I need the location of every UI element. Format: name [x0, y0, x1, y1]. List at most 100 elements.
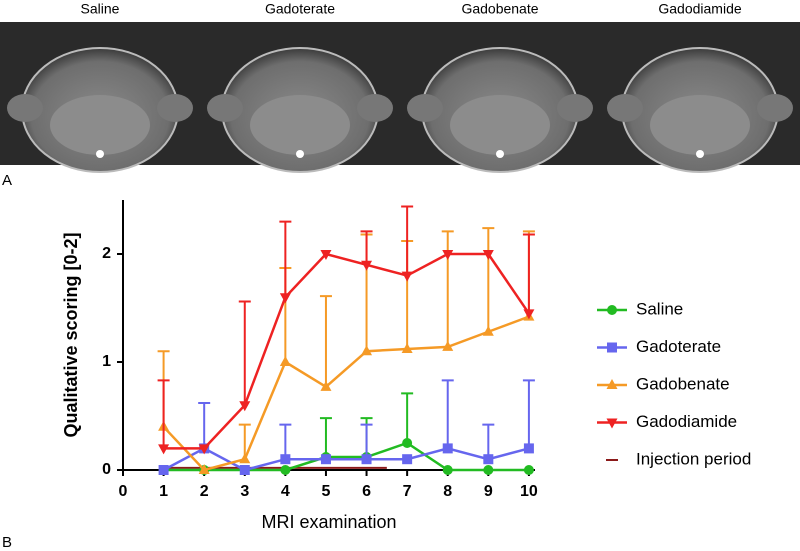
error-bar	[360, 423, 373, 460]
x-tick-label: 8	[443, 483, 452, 500]
y-axis-label: Qualitative scoring [0-2]	[61, 232, 81, 437]
point	[280, 465, 291, 475]
point	[482, 250, 494, 260]
point	[483, 454, 494, 465]
point	[402, 454, 413, 465]
x-tick-label: 3	[240, 483, 249, 500]
point	[483, 465, 494, 475]
cerebellum	[250, 95, 350, 155]
point	[279, 356, 291, 366]
lobe	[7, 94, 43, 122]
panel-label: A	[2, 172, 12, 189]
error-bar	[482, 227, 495, 332]
point	[361, 345, 373, 356]
line	[163, 441, 529, 472]
x-tick-label: 2	[200, 483, 209, 500]
x-tick-label: 9	[484, 483, 493, 500]
y-tick-label: 2	[102, 245, 111, 262]
lobe	[757, 94, 793, 122]
y-tick-label: 1	[102, 353, 111, 370]
point	[442, 443, 453, 454]
error-bar	[279, 423, 292, 460]
error-bar	[522, 379, 535, 449]
x-tick-label: 0	[119, 483, 128, 500]
legend-label: Gadodiamide	[636, 412, 737, 431]
error-bar	[157, 379, 170, 449]
point	[279, 293, 291, 304]
point	[361, 260, 373, 271]
point	[239, 453, 251, 464]
point	[482, 325, 494, 336]
cerebellum	[50, 95, 150, 155]
legend-marker	[607, 305, 617, 315]
cerebellum	[450, 95, 550, 155]
point	[198, 464, 210, 474]
error-bar	[238, 300, 251, 406]
point	[401, 271, 413, 282]
legend-label: Injection period	[636, 449, 751, 468]
error-bar	[441, 230, 454, 347]
point	[442, 340, 454, 351]
lobe	[407, 94, 443, 122]
x-axis-label: MRI examination	[261, 512, 396, 532]
point	[239, 401, 251, 412]
error-bar	[401, 205, 414, 276]
error-bar	[319, 417, 332, 458]
image-label: Saline	[81, 1, 120, 17]
x-tick-label: 4	[281, 483, 290, 500]
image-label: Gadodiamide	[658, 1, 741, 17]
lobe	[607, 94, 643, 122]
legend-label: Saline	[636, 299, 683, 318]
panel-label: B	[2, 534, 12, 551]
point	[198, 444, 210, 455]
vessel	[96, 150, 104, 158]
x-tick-label: 6	[362, 483, 371, 500]
x-tick-label: 5	[322, 483, 331, 500]
point	[442, 250, 454, 260]
line	[163, 252, 530, 450]
point	[402, 438, 413, 448]
error-bar	[482, 423, 495, 460]
cerebellum	[650, 95, 750, 155]
legend-marker	[607, 342, 617, 353]
line	[163, 446, 530, 472]
line	[162, 315, 530, 472]
error-bar	[401, 392, 414, 443]
lobe	[357, 94, 393, 122]
error-bar	[198, 402, 211, 449]
point	[442, 465, 453, 475]
point	[320, 250, 332, 260]
error-bar	[279, 220, 292, 298]
error-bar	[319, 295, 332, 387]
point	[361, 454, 372, 465]
lobe	[157, 94, 193, 122]
point	[523, 465, 534, 475]
y-tick-label: 0	[102, 461, 111, 478]
vessel	[696, 150, 704, 158]
legend-marker	[606, 379, 618, 389]
image-label: Gadoterate	[265, 1, 335, 17]
legend-label: Gadoterate	[636, 337, 721, 356]
point	[401, 343, 413, 354]
mri-images	[0, 22, 800, 173]
legend-label: Gadobenate	[636, 374, 730, 393]
point	[280, 454, 291, 465]
point	[320, 454, 331, 465]
x-tick-label: 1	[159, 483, 168, 500]
vessel	[496, 150, 504, 158]
legend-marker	[606, 418, 618, 429]
vessel	[296, 150, 304, 158]
x-tick-label: 7	[403, 483, 412, 500]
error-bar	[522, 233, 535, 314]
error-bar	[441, 379, 454, 449]
lobe	[557, 94, 593, 122]
image-label: Gadobenate	[461, 1, 538, 17]
point	[158, 444, 170, 455]
lobe	[207, 94, 243, 122]
point	[239, 465, 250, 475]
point	[158, 465, 169, 475]
point	[523, 443, 534, 454]
x-tick-label: 10	[520, 483, 538, 500]
point	[523, 309, 535, 320]
